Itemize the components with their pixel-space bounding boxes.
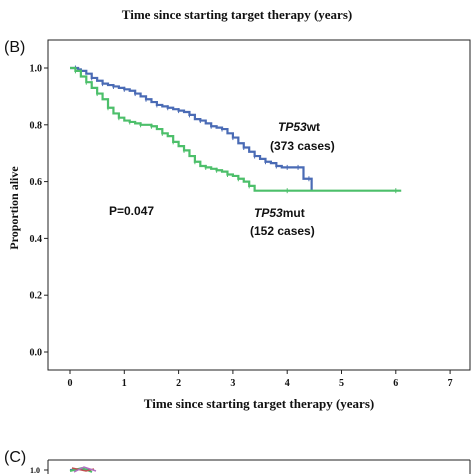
series-wt-name-suffix: wt (306, 120, 320, 134)
p-value-label: P=0.047 (109, 204, 154, 218)
x-tick-label: 2 (176, 378, 181, 389)
plot-frame (47, 39, 471, 371)
y-tick-label: 1.0 (30, 64, 43, 75)
x-tick-label: 1 (122, 378, 127, 389)
panel-b-label: (B) (4, 39, 25, 56)
panel-c-curve-purple (73, 466, 97, 473)
panel-c-label: (C) (4, 449, 26, 466)
series-wt-cases: (373 cases) (270, 139, 335, 153)
x-tick-label: 0 (68, 378, 73, 389)
y-axis-label: Proportion alive (7, 166, 21, 250)
y-ticks: 0.0 0.2 0.4 0.6 0.8 1.0 (30, 64, 48, 359)
series-mut-name: TP53mut (254, 206, 305, 220)
x-tick-label: 3 (230, 378, 235, 389)
series-mut-name-italic: TP53 (254, 206, 283, 220)
panel-c-ytick: 1.0 (30, 466, 40, 474)
series-layer (70, 65, 402, 194)
panel-c-curves (69, 466, 97, 473)
series-wt-name-italic: TP53 (278, 120, 307, 134)
x-ticks: 0 1 2 3 4 5 6 7 (68, 370, 453, 389)
series-mut-cases: (152 cases) (250, 224, 315, 238)
x-tick-label: 6 (393, 378, 398, 389)
series-line-mut (70, 66, 402, 192)
y-tick-label: 0.2 (30, 291, 43, 302)
x-tick-label: 7 (448, 378, 453, 389)
y-tick-label: 0.4 (30, 234, 43, 245)
x-axis-label: Time since starting target therapy (year… (144, 396, 374, 411)
series-wt-name: TP53wt (278, 120, 320, 134)
y-tick-label: 0.0 (30, 348, 43, 359)
x-tick-label: 4 (285, 378, 290, 389)
x-tick-label: 5 (339, 378, 344, 389)
y-tick-label: 0.6 (30, 177, 43, 188)
y-tick-label: 0.8 (30, 120, 43, 131)
series-line-wt (70, 66, 313, 191)
top-caption: Time since starting target therapy (year… (122, 7, 352, 22)
series-mut-name-suffix: mut (283, 206, 305, 220)
